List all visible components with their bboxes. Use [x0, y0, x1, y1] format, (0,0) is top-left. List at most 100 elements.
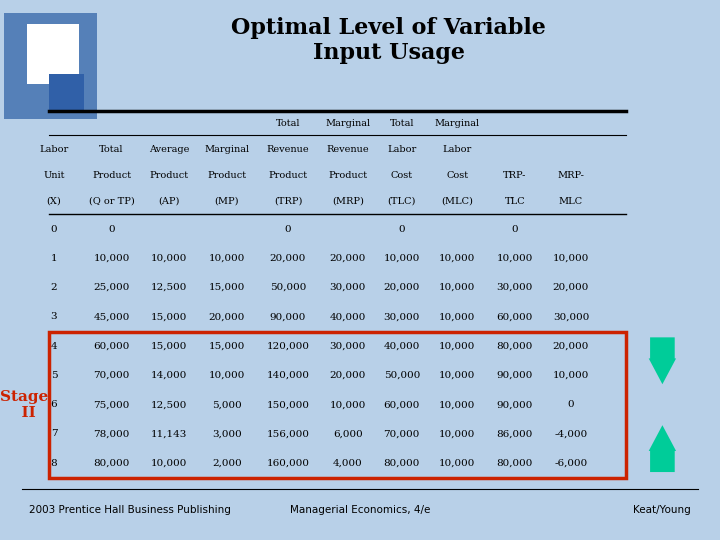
- Text: Stage
  II: Stage II: [0, 389, 48, 420]
- Text: 30,000: 30,000: [330, 283, 366, 292]
- Text: Labor: Labor: [40, 145, 68, 154]
- Text: 80,000: 80,000: [497, 459, 533, 468]
- Text: 20,000: 20,000: [553, 342, 589, 350]
- Text: MRP-: MRP-: [557, 171, 585, 180]
- Text: 86,000: 86,000: [497, 429, 533, 438]
- Text: 12,500: 12,500: [151, 400, 187, 409]
- Text: 15,000: 15,000: [151, 312, 187, 321]
- Text: 30,000: 30,000: [330, 342, 366, 350]
- Text: 6,000: 6,000: [333, 429, 363, 438]
- Text: 60,000: 60,000: [94, 342, 130, 350]
- Text: Unit: Unit: [43, 171, 65, 180]
- Text: 5,000: 5,000: [212, 400, 242, 409]
- Text: Total: Total: [99, 145, 124, 154]
- Text: Marginal: Marginal: [325, 119, 370, 128]
- Text: (TLC): (TLC): [387, 197, 416, 206]
- Text: 30,000: 30,000: [384, 312, 420, 321]
- Text: 20,000: 20,000: [270, 254, 306, 263]
- Text: 120,000: 120,000: [266, 342, 310, 350]
- Text: Total: Total: [390, 119, 414, 128]
- Text: 7: 7: [50, 429, 58, 438]
- Text: 15,000: 15,000: [209, 342, 245, 350]
- Text: 0: 0: [567, 400, 575, 409]
- Text: 50,000: 50,000: [384, 371, 420, 380]
- Text: 80,000: 80,000: [497, 342, 533, 350]
- Bar: [49, 74, 84, 111]
- Text: 90,000: 90,000: [497, 371, 533, 380]
- Text: 2003 Prentice Hall Business Publishing: 2003 Prentice Hall Business Publishing: [29, 505, 230, 515]
- Text: 10,000: 10,000: [439, 429, 475, 438]
- Text: 10,000: 10,000: [439, 254, 475, 263]
- Bar: [4, 14, 97, 119]
- Text: 0: 0: [511, 225, 518, 233]
- Text: 40,000: 40,000: [384, 342, 420, 350]
- Text: 15,000: 15,000: [209, 283, 245, 292]
- Text: 14,000: 14,000: [151, 371, 187, 380]
- Text: 20,000: 20,000: [384, 283, 420, 292]
- Text: Product: Product: [207, 171, 246, 180]
- Text: -4,000: -4,000: [554, 429, 588, 438]
- Text: 20,000: 20,000: [209, 312, 245, 321]
- Text: 10,000: 10,000: [209, 371, 245, 380]
- Text: 6: 6: [50, 400, 58, 409]
- Text: 60,000: 60,000: [497, 312, 533, 321]
- Text: 60,000: 60,000: [384, 400, 420, 409]
- Text: 78,000: 78,000: [94, 429, 130, 438]
- Text: 10,000: 10,000: [94, 254, 130, 263]
- Text: 10,000: 10,000: [439, 312, 475, 321]
- Text: Revenue: Revenue: [326, 145, 369, 154]
- Text: 10,000: 10,000: [330, 400, 366, 409]
- Text: 8: 8: [50, 459, 58, 468]
- Text: 10,000: 10,000: [553, 254, 589, 263]
- Text: 10,000: 10,000: [151, 254, 187, 263]
- Text: 10,000: 10,000: [439, 371, 475, 380]
- Text: 30,000: 30,000: [497, 283, 533, 292]
- Text: 70,000: 70,000: [94, 371, 130, 380]
- Text: 20,000: 20,000: [330, 254, 366, 263]
- Text: 0: 0: [284, 225, 292, 233]
- Text: Product: Product: [269, 171, 307, 180]
- Text: 2,000: 2,000: [212, 459, 242, 468]
- Text: Marginal: Marginal: [435, 119, 480, 128]
- Text: 10,000: 10,000: [209, 254, 245, 263]
- Text: Product: Product: [92, 171, 131, 180]
- Text: 0: 0: [108, 225, 115, 233]
- Text: 4,000: 4,000: [333, 459, 363, 468]
- Text: 90,000: 90,000: [497, 400, 533, 409]
- Text: Labor: Labor: [387, 145, 416, 154]
- Text: 156,000: 156,000: [266, 429, 310, 438]
- Text: 90,000: 90,000: [270, 312, 306, 321]
- Text: 12,500: 12,500: [151, 283, 187, 292]
- Text: 80,000: 80,000: [94, 459, 130, 468]
- Text: 5: 5: [50, 371, 58, 380]
- Text: 10,000: 10,000: [439, 342, 475, 350]
- Text: (Q or TP): (Q or TP): [89, 197, 135, 206]
- Text: 150,000: 150,000: [266, 400, 310, 409]
- Text: -6,000: -6,000: [554, 459, 588, 468]
- Text: 160,000: 160,000: [266, 459, 310, 468]
- Text: 75,000: 75,000: [94, 400, 130, 409]
- Text: (X): (X): [47, 197, 61, 206]
- Text: 0: 0: [398, 225, 405, 233]
- Text: 45,000: 45,000: [94, 312, 130, 321]
- Text: Average: Average: [149, 145, 189, 154]
- Text: Marginal: Marginal: [204, 145, 249, 154]
- Text: 30,000: 30,000: [553, 312, 589, 321]
- Text: 20,000: 20,000: [553, 283, 589, 292]
- Text: Product: Product: [150, 171, 189, 180]
- Text: (MP): (MP): [215, 197, 239, 206]
- Text: 50,000: 50,000: [270, 283, 306, 292]
- Text: 0: 0: [50, 225, 58, 233]
- Text: Cost: Cost: [446, 171, 468, 180]
- Text: Labor: Labor: [443, 145, 472, 154]
- Text: Product: Product: [328, 171, 367, 180]
- Text: Managerial Economics, 4/e: Managerial Economics, 4/e: [290, 505, 430, 515]
- Text: 10,000: 10,000: [439, 459, 475, 468]
- Text: (AP): (AP): [158, 197, 180, 206]
- Text: 1: 1: [50, 254, 58, 263]
- Text: 3: 3: [50, 312, 58, 321]
- Polygon shape: [649, 338, 676, 384]
- Polygon shape: [649, 425, 676, 472]
- Text: 70,000: 70,000: [384, 429, 420, 438]
- Text: 140,000: 140,000: [266, 371, 310, 380]
